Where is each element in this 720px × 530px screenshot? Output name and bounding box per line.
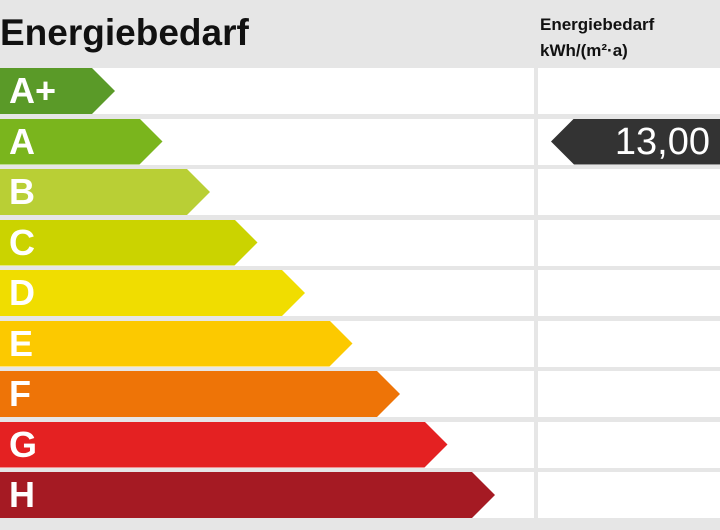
class-bar: A+ — [0, 68, 115, 114]
class-label: A — [9, 120, 35, 162]
class-bar: H — [0, 472, 495, 518]
class-label: G — [9, 423, 38, 465]
class-row-h: H — [0, 472, 534, 518]
value-cell — [538, 169, 720, 215]
value-cell — [538, 270, 720, 316]
class-row-g: G — [0, 421, 534, 468]
class-bar: A — [0, 119, 163, 165]
class-bar: F — [0, 371, 400, 417]
class-row-a-plus: A+ — [0, 68, 534, 114]
class-row-e: E — [0, 320, 534, 367]
class-label: B — [9, 171, 35, 212]
value-indicator: 13,00 — [551, 118, 720, 165]
class-row-f: F — [0, 371, 534, 417]
class-label: F — [9, 373, 31, 414]
class-row-d: D — [0, 270, 534, 316]
class-label: E — [9, 322, 34, 364]
value-cell — [538, 472, 720, 518]
value-cell — [538, 68, 720, 114]
class-row-a: A — [0, 118, 534, 165]
class-bar: G — [0, 422, 448, 468]
class-label: H — [9, 474, 35, 515]
class-bar: E — [0, 321, 353, 367]
class-row-b: B — [0, 169, 534, 215]
class-label: D — [9, 272, 35, 313]
class-bar: D — [0, 270, 305, 316]
column-header: Energiebedarf kWh/(m²·a) — [540, 12, 654, 64]
value-indicator-text: 13,00 — [614, 120, 710, 163]
column-header-unit: kWh/(m²·a) — [540, 41, 628, 60]
class-label: A+ — [9, 70, 57, 111]
class-row-c: C — [0, 219, 534, 266]
value-cell — [538, 371, 720, 417]
value-cell — [538, 219, 720, 266]
class-bar: B — [0, 169, 210, 215]
class-bar: C — [0, 220, 258, 266]
title: Energiebedarf — [0, 12, 249, 53]
value-cell — [538, 421, 720, 468]
column-header-title: Energiebedarf — [540, 15, 655, 34]
value-cell — [538, 320, 720, 367]
class-label: C — [9, 221, 35, 263]
